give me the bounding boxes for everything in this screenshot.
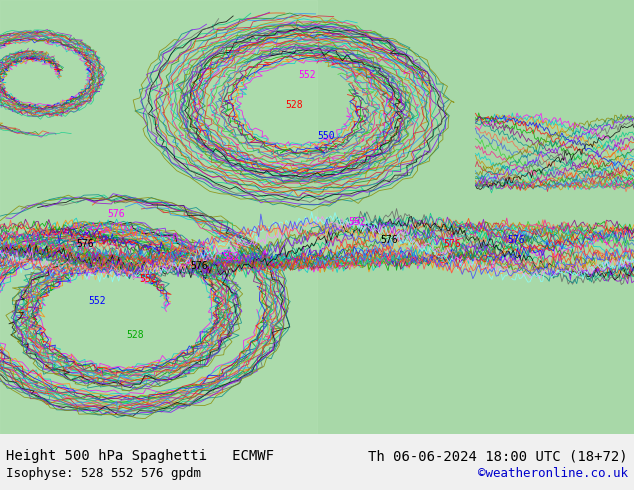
Text: 576: 576 [190, 261, 208, 271]
Text: 576: 576 [108, 209, 126, 219]
Text: 550: 550 [317, 131, 335, 141]
Text: 576: 576 [444, 239, 462, 249]
Text: 552: 552 [349, 218, 366, 227]
Text: 552: 552 [298, 70, 316, 80]
Text: 552: 552 [139, 274, 157, 284]
Text: 576: 576 [507, 235, 525, 245]
Text: 552: 552 [222, 252, 240, 262]
Text: 528: 528 [285, 100, 303, 110]
Bar [0, 0, 317, 434]
Text: 576: 576 [380, 235, 398, 245]
Text: Isophyse: 528 552 576 gpdm: Isophyse: 528 552 576 gpdm [6, 467, 202, 480]
Text: ©weatheronline.co.uk: ©weatheronline.co.uk [477, 467, 628, 480]
Text: Height 500 hPa Spaghetti   ECMWF: Height 500 hPa Spaghetti ECMWF [6, 449, 275, 464]
Text: 576: 576 [76, 239, 94, 249]
Text: Th 06-06-2024 18:00 UTC (18+72): Th 06-06-2024 18:00 UTC (18+72) [368, 449, 628, 464]
Text: 528: 528 [127, 330, 145, 340]
Text: 552: 552 [89, 295, 107, 306]
